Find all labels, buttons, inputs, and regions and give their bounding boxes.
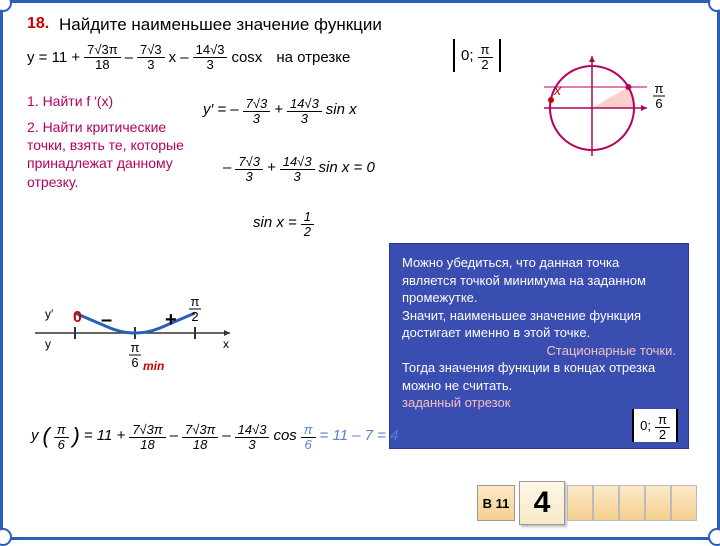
svg-text:6: 6	[131, 355, 138, 370]
sine-equals: sin x = 12	[253, 208, 314, 237]
svg-text:min: min	[143, 359, 164, 373]
svg-text:y′: y′	[45, 307, 54, 321]
corner-decoration	[708, 528, 720, 546]
svg-text:+: +	[165, 309, 177, 331]
problem-title: Найдите наименьшее значение функции	[59, 15, 382, 35]
svg-text:x: x	[553, 82, 562, 98]
segment-label: на отрезке	[276, 49, 350, 66]
info-interval: 0; π2	[632, 409, 678, 442]
svg-text:x: x	[223, 337, 229, 351]
sign-line-svg: y′ y 0 – + π2 π6 min x	[25, 288, 245, 388]
unit-circle: x π 6	[537, 53, 687, 168]
slide: 18. Найдите наименьшее значение функции …	[0, 0, 720, 540]
sign-line-diagram: y′ y 0 – + π2 π6 min x	[25, 288, 245, 393]
info-hidden-1: Стационарные точки.	[402, 342, 676, 360]
answer-blank	[645, 485, 671, 521]
info-line-3: Тогда значения функции в концах отрезка …	[402, 359, 676, 394]
svg-text:π: π	[191, 294, 200, 309]
answer-blank	[671, 485, 697, 521]
info-line-2: Значит, наименьшее значение функция дост…	[402, 307, 676, 342]
explanation-box: Можно убедиться, что данная точка являет…	[389, 243, 689, 449]
answer-blank	[567, 485, 593, 521]
fraction-1: 7√3π18	[84, 43, 121, 72]
unit-circle-svg: x π 6	[537, 53, 687, 163]
svg-text:6: 6	[655, 96, 662, 111]
svg-text:π: π	[131, 340, 140, 355]
minus: –	[125, 49, 133, 66]
corner-decoration	[0, 0, 12, 12]
svg-text:0: 0	[73, 309, 82, 326]
problem-number: 18.	[27, 15, 49, 33]
svg-text:π: π	[655, 81, 664, 96]
step-2: 2. Найти критические точки, взять те, ко…	[27, 118, 187, 191]
derivative-equation: y′ = – 7√33 + 14√33 sin x	[203, 95, 357, 124]
fraction-2: 7√33	[137, 43, 165, 72]
answer-label: В 11	[477, 485, 515, 521]
interval-left: 0;	[461, 47, 474, 64]
answer-value: 4	[519, 481, 565, 525]
corner-decoration	[0, 528, 12, 546]
cos-term: cosx	[231, 49, 262, 66]
step-1: 1. Найти f ′(x)	[27, 93, 113, 109]
info-line-1: Можно убедиться, что данная точка являет…	[402, 254, 676, 307]
interval-bracket: 0; π2	[453, 39, 501, 72]
x-label: x –	[169, 49, 189, 66]
bottom-calculation: y ( π6 ) = 11 + 7√3π18 – 7√3π18 – 14√33 …	[31, 421, 398, 450]
answer-bar: В 11 4	[477, 481, 697, 525]
answer-blank	[619, 485, 645, 521]
svg-text:2: 2	[191, 309, 198, 324]
interval-frac: π2	[478, 43, 493, 72]
fraction-3: 14√33	[193, 43, 228, 72]
corner-decoration	[708, 0, 720, 12]
svg-text:–: –	[101, 309, 112, 331]
answer-blank	[593, 485, 619, 521]
equation-zero: – 7√33 + 14√33 sin x = 0	[223, 153, 375, 182]
svg-text:y: y	[45, 337, 51, 351]
func-prefix: y = 11 +	[27, 49, 80, 66]
function-expression: y = 11 + 7√3π18 – 7√33 x – 14√33 cosx на…	[27, 43, 350, 72]
